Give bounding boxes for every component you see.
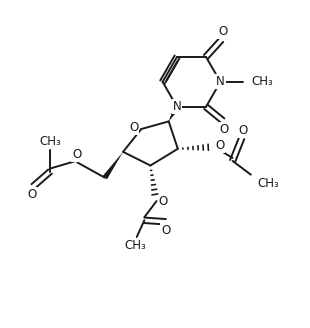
Text: O: O <box>215 139 224 152</box>
Text: O: O <box>159 195 168 208</box>
Text: CH₃: CH₃ <box>258 177 280 190</box>
Text: N: N <box>216 75 225 88</box>
Text: CH₃: CH₃ <box>252 75 273 88</box>
Text: N: N <box>173 100 181 113</box>
Text: CH₃: CH₃ <box>124 239 146 252</box>
Text: O: O <box>218 25 227 38</box>
Text: O: O <box>27 188 37 201</box>
Text: O: O <box>239 124 248 137</box>
Text: O: O <box>129 121 138 134</box>
Text: O: O <box>72 148 82 161</box>
Text: O: O <box>161 224 170 237</box>
Polygon shape <box>103 152 123 179</box>
Polygon shape <box>169 105 180 121</box>
Text: O: O <box>219 123 229 135</box>
Text: CH₃: CH₃ <box>39 135 61 148</box>
